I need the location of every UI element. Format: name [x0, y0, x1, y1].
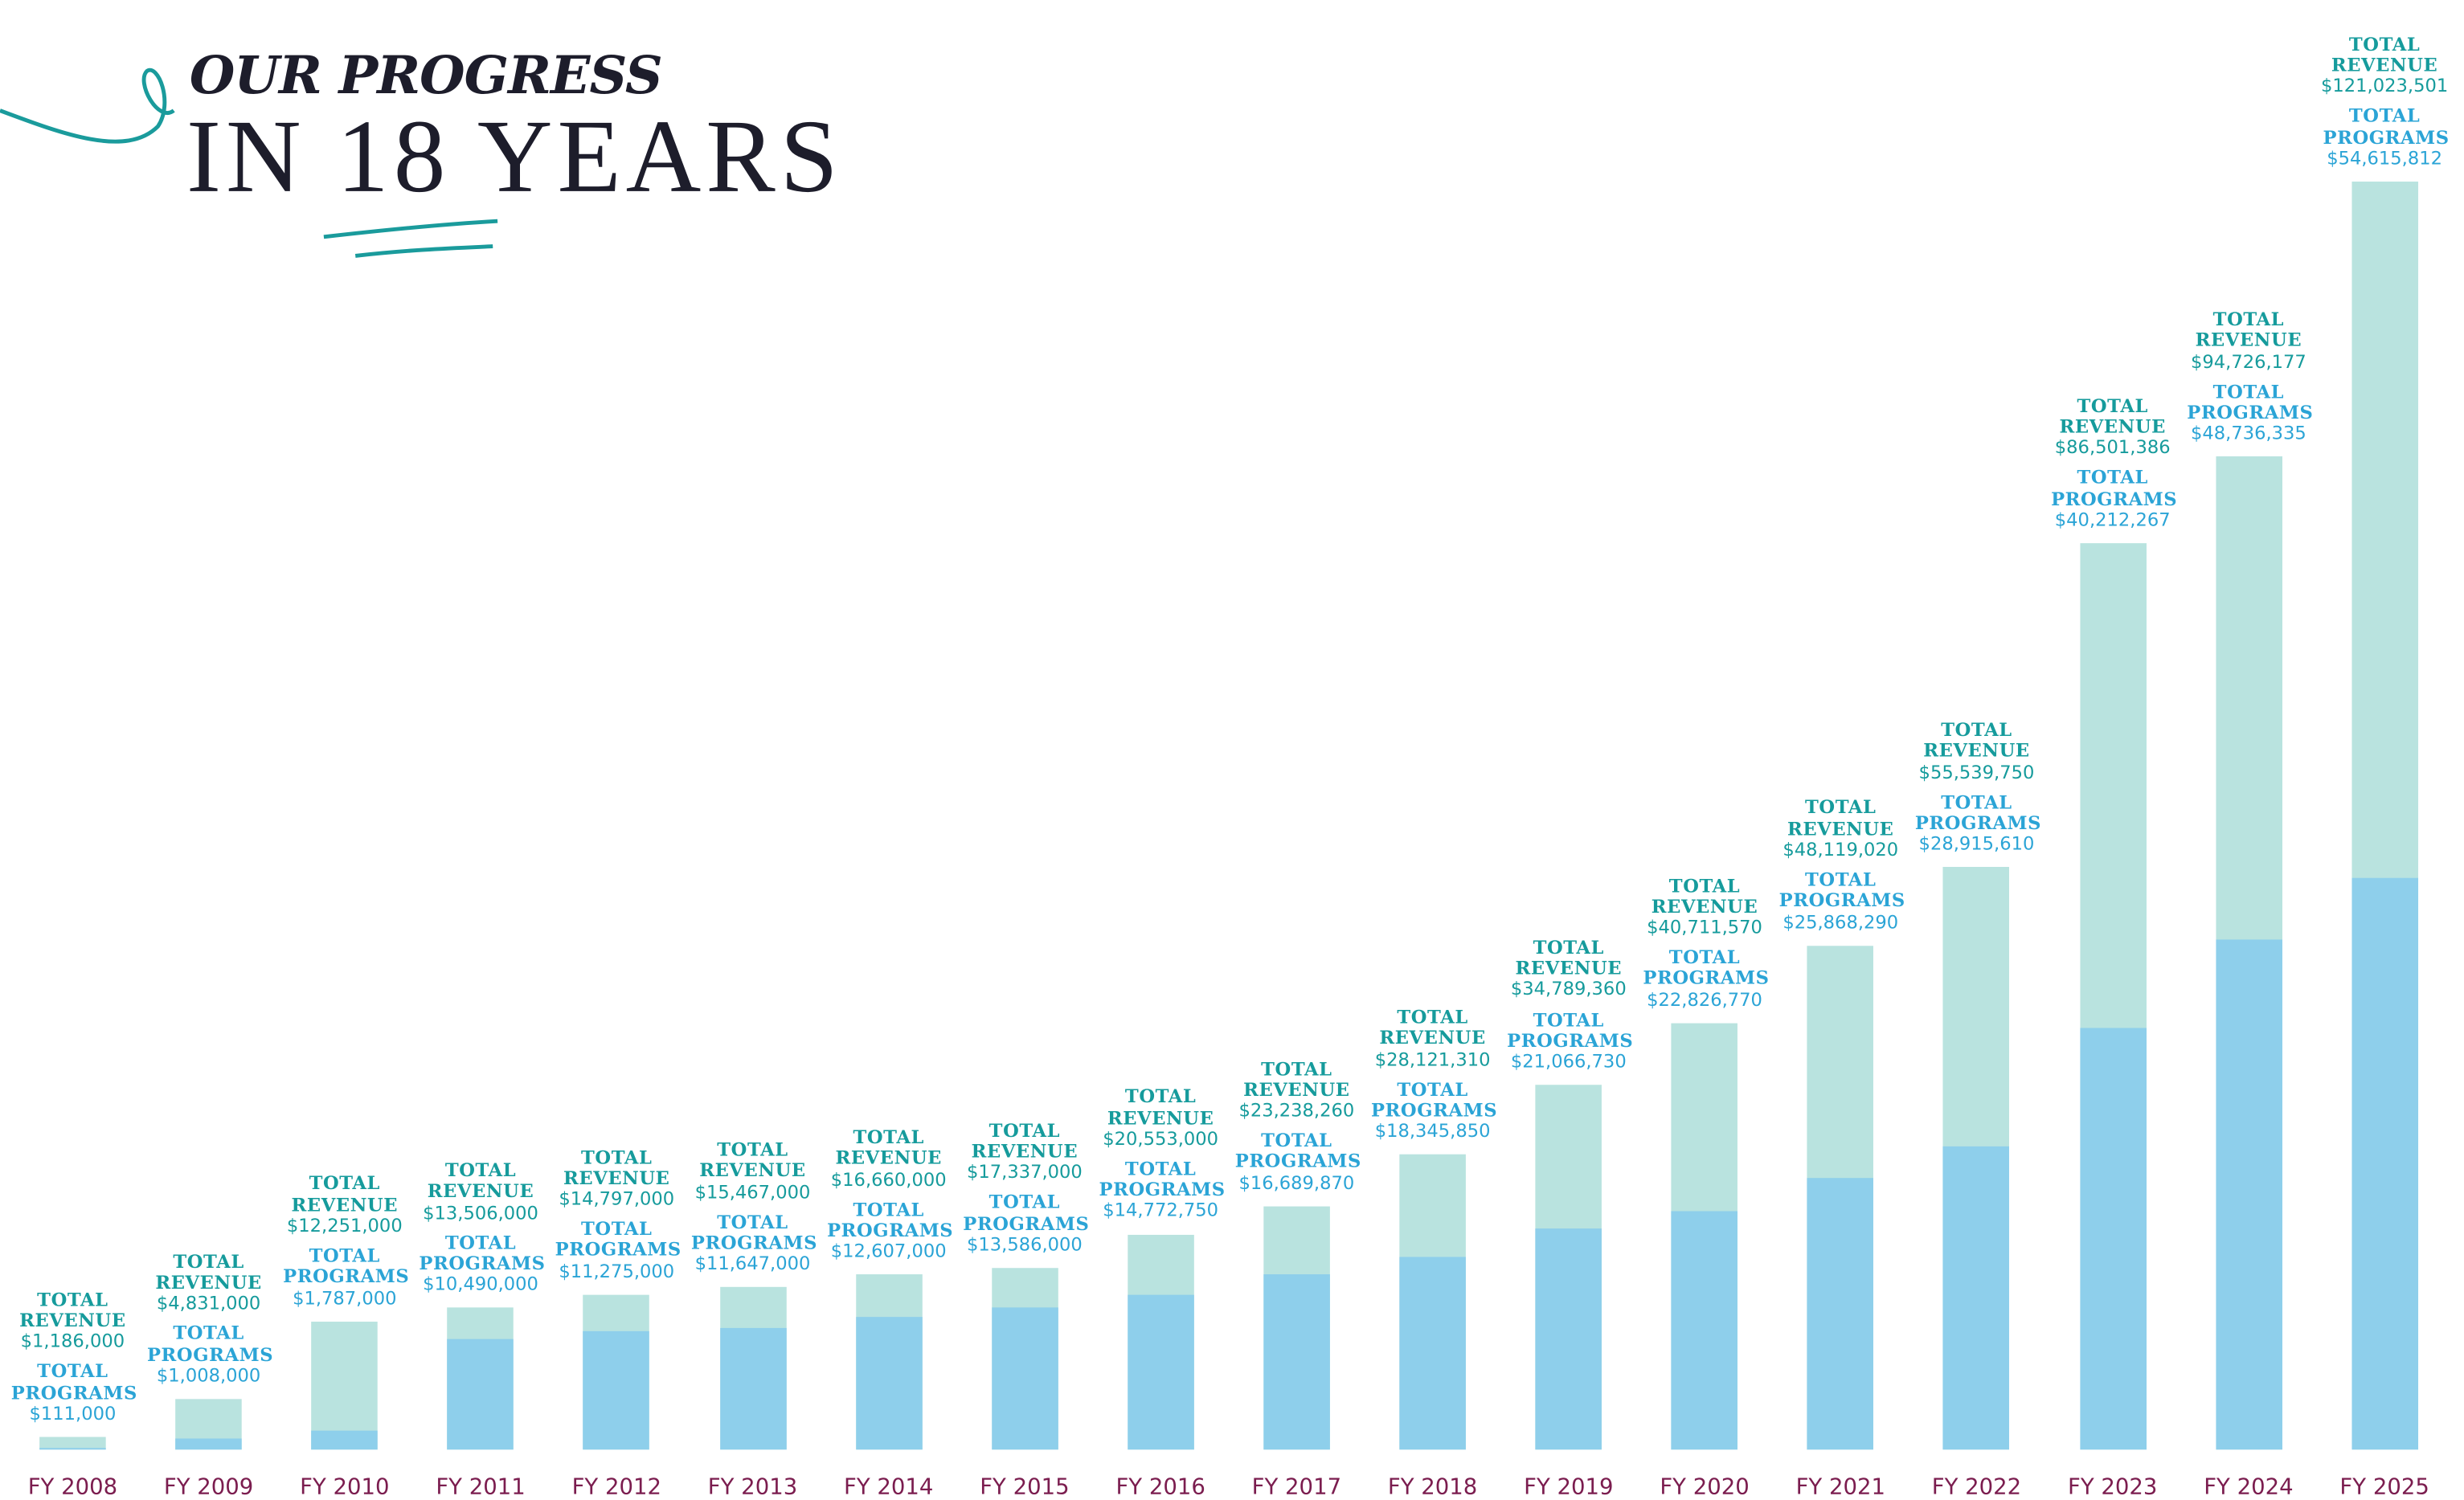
series-name-label: TOTAL PROGRAMS — [1371, 1080, 1494, 1122]
series-name-label: TOTAL REVENUE — [827, 1128, 950, 1170]
x-tick-label: FY 2020 — [1634, 1475, 1776, 1500]
series-name-label: TOTAL PROGRAMS — [555, 1220, 678, 1261]
value-label: $94,726,177 — [2162, 352, 2335, 373]
bar — [312, 1431, 379, 1449]
x-tick-label: FY 2021 — [1770, 1475, 1912, 1500]
bar — [2216, 939, 2282, 1450]
x-tick-label: FY 2022 — [1905, 1475, 2048, 1500]
series-name-label: TOTAL PROGRAMS — [11, 1362, 134, 1404]
series-name-label: TOTAL REVENUE — [691, 1140, 814, 1182]
value-label: $13,586,000 — [938, 1234, 1111, 1255]
value-label: $1,008,000 — [122, 1366, 296, 1387]
x-tick-label: FY 2015 — [953, 1475, 1095, 1500]
series-name-label: TOTAL REVENUE — [1643, 876, 1766, 918]
x-tick-label: FY 2023 — [2041, 1475, 2184, 1500]
bar — [175, 1439, 242, 1449]
series-name-label: TOTAL REVENUE — [1371, 1007, 1494, 1049]
series-name-label: TOTAL REVENUE — [1235, 1059, 1358, 1101]
x-tick-label: FY 2024 — [2177, 1475, 2319, 1500]
bar — [1943, 1146, 2010, 1449]
bar-label-group: TOTAL REVENUE$55,539,750 TOTAL PROGRAMS$2… — [1889, 721, 2063, 864]
x-tick-label: FY 2012 — [546, 1475, 688, 1500]
value-label: $111,000 — [0, 1404, 160, 1424]
series-name-label: TOTAL PROGRAMS — [283, 1246, 406, 1288]
page: OUR PROGRESS IN 18 YEARS TOTAL REVENUE$1… — [0, 0, 2464, 1497]
series-name-label: TOTAL REVENUE — [963, 1121, 1086, 1163]
value-label: $121,023,501 — [2298, 76, 2464, 97]
x-tick-label: FY 2010 — [273, 1475, 415, 1500]
series-name-label: TOTAL REVENUE — [555, 1147, 678, 1189]
series-name-label: TOTAL REVENUE — [11, 1290, 134, 1331]
x-tick-label: FY 2018 — [1361, 1475, 1504, 1500]
value-label: $55,539,750 — [1889, 762, 2063, 783]
title: OUR PROGRESS — [190, 44, 662, 106]
series-name-label: TOTAL REVENUE — [1915, 721, 2038, 762]
bar — [1807, 1179, 1874, 1449]
series-name-label: TOTAL PROGRAMS — [1099, 1159, 1222, 1201]
series-name-label: TOTAL PROGRAMS — [419, 1232, 542, 1274]
series-name-label: TOTAL REVENUE — [2187, 310, 2310, 352]
series-name-label: TOTAL PROGRAMS — [1643, 948, 1766, 990]
x-tick-label: FY 2016 — [1090, 1475, 1232, 1500]
x-tick-label: FY 2019 — [1497, 1475, 1639, 1500]
series-name-label: TOTAL PROGRAMS — [1915, 792, 2038, 834]
series-name-label: TOTAL PROGRAMS — [2187, 382, 2310, 423]
x-tick-label: FY 2025 — [2314, 1475, 2456, 1500]
value-label: $25,868,290 — [1754, 912, 1927, 933]
series-name-label: TOTAL PROGRAMS — [1507, 1010, 1630, 1052]
bar — [1263, 1275, 1330, 1450]
bar — [719, 1327, 786, 1449]
bar — [992, 1307, 1058, 1449]
subtitle: IN 18 YEARS — [186, 98, 843, 218]
bar — [855, 1318, 922, 1449]
series-name-label: TOTAL PROGRAMS — [827, 1200, 950, 1241]
bar — [1672, 1211, 1738, 1450]
value-label: $48,736,335 — [2162, 423, 2335, 444]
series-name-label: TOTAL PROGRAMS — [963, 1192, 1086, 1234]
series-name-label: TOTAL REVENUE — [283, 1174, 406, 1216]
bar — [2351, 877, 2418, 1449]
value-label: $22,826,770 — [1618, 990, 1791, 1011]
value-label: $28,915,610 — [1889, 834, 2063, 855]
chart: OUR PROGRESS IN 18 YEARS TOTAL REVENUE$1… — [0, 0, 2464, 1497]
bar — [583, 1331, 650, 1449]
series-name-label: TOTAL REVENUE — [2323, 35, 2446, 76]
bar — [448, 1339, 514, 1449]
value-label: $18,345,850 — [1346, 1122, 1520, 1142]
series-name-label: TOTAL PROGRAMS — [1235, 1131, 1358, 1173]
value-label: $40,212,267 — [2026, 510, 2200, 531]
series-name-label: TOTAL REVENUE — [1779, 798, 1902, 840]
value-label: $14,772,750 — [1074, 1201, 1247, 1222]
value-label: $54,615,812 — [2298, 148, 2464, 169]
series-name-label: TOTAL PROGRAMS — [2051, 468, 2174, 510]
value-label: $16,689,870 — [1209, 1172, 1383, 1193]
series-name-label: TOTAL PROGRAMS — [2323, 106, 2446, 148]
series-name-label: TOTAL REVENUE — [419, 1161, 542, 1203]
bar-label-group: TOTAL REVENUE$94,726,177 TOTAL PROGRAMS$4… — [2162, 310, 2335, 454]
series-name-label: TOTAL REVENUE — [2051, 396, 2174, 438]
series-name-label: TOTAL REVENUE — [1507, 938, 1630, 979]
value-label: $21,066,730 — [1482, 1052, 1656, 1073]
x-tick-label: FY 2011 — [410, 1475, 552, 1500]
bar — [1536, 1229, 1602, 1450]
x-tick-label: FY 2017 — [1226, 1475, 1368, 1500]
x-tick-label: FY 2008 — [2, 1475, 144, 1500]
series-name-label: TOTAL PROGRAMS — [691, 1212, 814, 1254]
series-name-label: TOTAL REVENUE — [1099, 1087, 1222, 1129]
x-tick-label: FY 2013 — [681, 1475, 824, 1500]
bar — [2079, 1028, 2146, 1449]
x-tick-label: FY 2014 — [817, 1475, 960, 1500]
bar-label-group: TOTAL REVENUE$121,023,501 TOTAL PROGRAMS$… — [2298, 35, 2464, 178]
series-name-label: TOTAL PROGRAMS — [1779, 870, 1902, 912]
series-name-label: TOTAL REVENUE — [147, 1252, 270, 1294]
bar — [1128, 1295, 1194, 1450]
series-name-label: TOTAL PROGRAMS — [147, 1324, 270, 1366]
x-tick-label: FY 2009 — [137, 1475, 280, 1500]
bar — [1399, 1257, 1466, 1449]
